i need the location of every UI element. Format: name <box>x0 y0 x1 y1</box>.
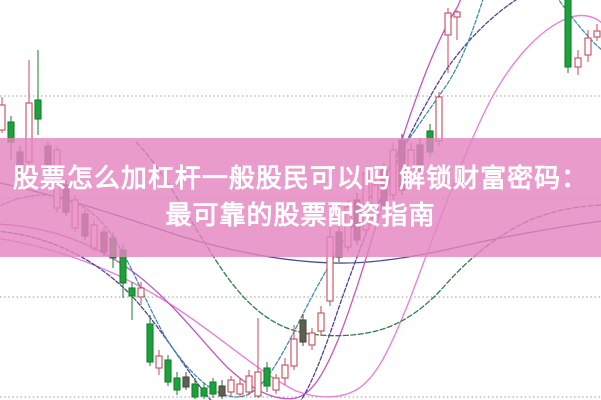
candle-up <box>245 370 253 395</box>
candle-down <box>564 0 572 73</box>
candle-dark <box>218 380 226 399</box>
candle-down <box>128 282 136 320</box>
candle-body <box>200 387 208 397</box>
candle-down <box>263 362 271 392</box>
candle-up <box>453 10 461 40</box>
candle-body <box>584 37 592 56</box>
candle-up <box>584 30 592 62</box>
candle-body <box>453 11 461 18</box>
candle-body <box>281 364 289 379</box>
candle-up <box>444 8 452 73</box>
headline-line-1: 股票怎么加杠杆一般股民可以吗 解锁财富密码： <box>12 163 589 194</box>
candle-body <box>308 332 316 346</box>
candle-body <box>34 99 42 120</box>
headline-line-2: 最可靠的股票配资指南 <box>165 200 436 230</box>
candle-body <box>444 12 452 36</box>
candle-down <box>34 50 42 135</box>
candle-body <box>128 287 136 297</box>
candle-body <box>218 385 226 397</box>
candle-body <box>435 96 443 142</box>
candle-body <box>164 359 172 383</box>
candle-up <box>574 50 582 75</box>
candle-body <box>236 383 244 395</box>
candle-up <box>593 24 601 41</box>
candle-body <box>209 381 217 395</box>
candle-body <box>254 371 262 397</box>
candle-up <box>254 318 262 398</box>
candle-dark <box>299 314 307 346</box>
candle-body <box>245 375 253 393</box>
candle-down <box>173 372 181 395</box>
candle-up <box>236 378 244 397</box>
candle-body <box>155 355 163 369</box>
candle-body <box>0 104 6 131</box>
candle-up <box>137 282 145 305</box>
candle-body <box>317 312 325 332</box>
candle-body <box>290 338 298 367</box>
candle-up <box>281 358 289 385</box>
candle-down <box>164 355 172 386</box>
candle-body <box>574 57 582 68</box>
candle-up <box>290 325 298 370</box>
candle-body <box>137 287 145 298</box>
candle-up <box>272 374 280 394</box>
candle-up <box>317 306 325 336</box>
candle-body <box>227 379 235 393</box>
candle-body <box>593 30 601 38</box>
headline-banner: 股票怎么加杠杆一般股民可以吗 解锁财富密码： 最可靠的股票配资指南 <box>0 138 601 257</box>
candle-body <box>173 377 181 391</box>
candle-body <box>299 319 307 343</box>
candle-up <box>308 328 316 350</box>
candle-dark <box>182 372 190 390</box>
candle-body <box>564 0 572 68</box>
candle-down <box>146 315 154 366</box>
candle-up <box>155 350 163 375</box>
candle-down <box>209 378 217 398</box>
candle-body <box>146 323 154 363</box>
candle-up <box>227 376 235 396</box>
candle-body <box>263 367 271 387</box>
candle-body <box>191 383 199 398</box>
candle-down <box>191 378 199 399</box>
candle-body <box>182 376 190 388</box>
candle-up <box>0 97 6 133</box>
candle-body <box>272 377 280 391</box>
candle-down <box>200 383 208 399</box>
